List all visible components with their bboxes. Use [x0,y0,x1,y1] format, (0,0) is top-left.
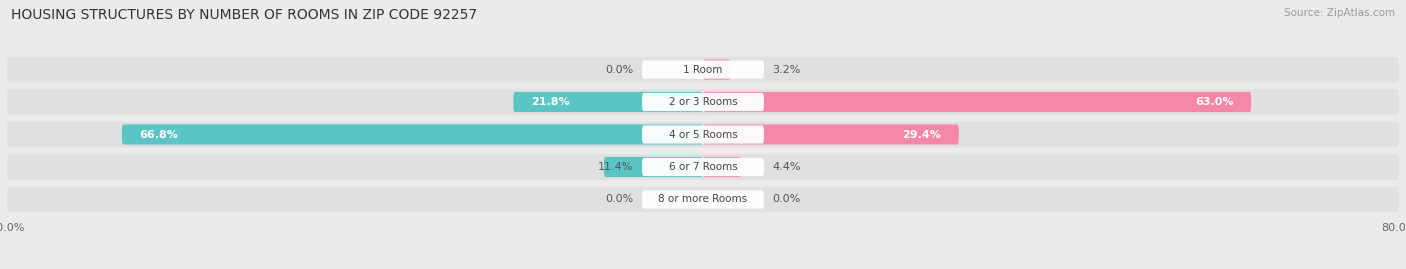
FancyBboxPatch shape [513,92,703,112]
FancyBboxPatch shape [122,125,703,144]
FancyBboxPatch shape [703,125,959,144]
Text: 8 or more Rooms: 8 or more Rooms [658,194,748,204]
FancyBboxPatch shape [643,158,763,176]
FancyBboxPatch shape [7,122,1399,147]
FancyBboxPatch shape [7,154,1399,180]
FancyBboxPatch shape [603,157,703,177]
FancyBboxPatch shape [643,93,763,111]
FancyBboxPatch shape [703,157,741,177]
Text: 0.0%: 0.0% [605,65,633,75]
FancyBboxPatch shape [643,125,763,144]
Text: 21.8%: 21.8% [530,97,569,107]
FancyBboxPatch shape [703,92,1251,112]
FancyBboxPatch shape [643,61,763,79]
Text: 63.0%: 63.0% [1195,97,1233,107]
Text: 4.4%: 4.4% [773,162,801,172]
Text: 3.2%: 3.2% [773,65,801,75]
Text: 1 Room: 1 Room [683,65,723,75]
Text: Source: ZipAtlas.com: Source: ZipAtlas.com [1284,8,1395,18]
Text: 29.4%: 29.4% [903,129,942,140]
Text: 66.8%: 66.8% [139,129,179,140]
FancyBboxPatch shape [7,187,1399,212]
FancyBboxPatch shape [703,59,731,80]
Text: 4 or 5 Rooms: 4 or 5 Rooms [669,129,737,140]
Text: 11.4%: 11.4% [598,162,633,172]
Text: 0.0%: 0.0% [605,194,633,204]
Text: 2 or 3 Rooms: 2 or 3 Rooms [669,97,737,107]
FancyBboxPatch shape [7,89,1399,115]
FancyBboxPatch shape [643,190,763,208]
FancyBboxPatch shape [7,57,1399,82]
Text: HOUSING STRUCTURES BY NUMBER OF ROOMS IN ZIP CODE 92257: HOUSING STRUCTURES BY NUMBER OF ROOMS IN… [11,8,478,22]
Text: 0.0%: 0.0% [773,194,801,204]
Text: 6 or 7 Rooms: 6 or 7 Rooms [669,162,737,172]
